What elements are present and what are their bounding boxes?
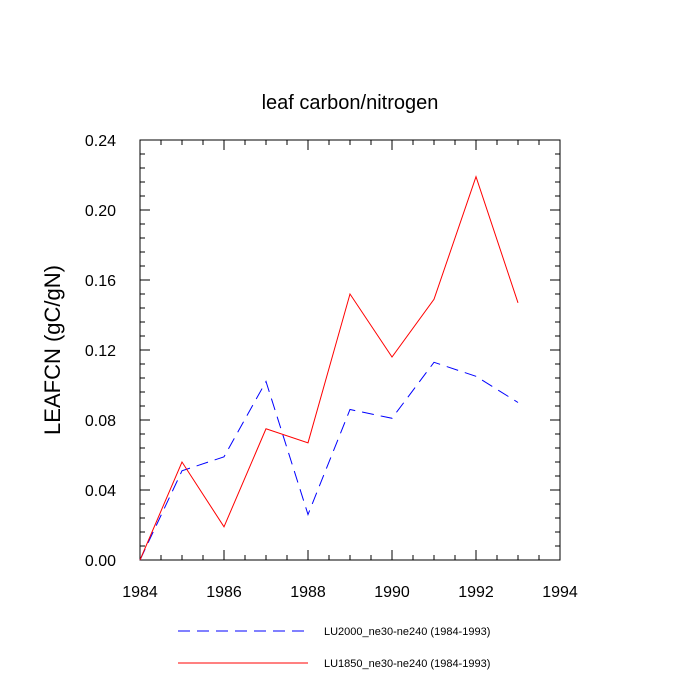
x-tick-label: 1990	[374, 584, 410, 601]
series-line-2	[139, 175, 519, 561]
major-ticks	[139, 139, 561, 561]
x-tick-label: 1986	[206, 584, 242, 601]
y-tick-label: 0.16	[85, 273, 116, 290]
minor-ticks	[139, 139, 561, 561]
legend: LU2000_ne30-ne240 (1984-1993) LU1850_ne30…	[178, 626, 490, 670]
y-tick-label: 0.20	[85, 203, 116, 220]
chart-title: leaf carbon/nitrogen	[262, 92, 439, 114]
y-axis-label: LEAFCN (gC/gN)	[40, 265, 65, 435]
plot-frame	[139, 139, 561, 561]
y-tick-label: 0.00	[85, 553, 116, 570]
x-tick-label: 1988	[290, 584, 326, 601]
series-line-1	[139, 361, 519, 561]
x-tick-label: 1994	[542, 584, 578, 601]
y-tick-label: 0.04	[85, 483, 116, 500]
legend-label-2: LU1850_ne30-ne240 (1984-1993)	[324, 658, 490, 670]
legend-label-1: LU2000_ne30-ne240 (1984-1993)	[324, 626, 490, 638]
y-tick-label: 0.24	[85, 133, 116, 150]
y-tick-label: 0.12	[85, 343, 116, 360]
y-tick-label: 0.08	[85, 413, 116, 430]
tick-labels: 1984 1986 1988 1990 1992 1994 0.00 0.04 0.08 0.12…	[85, 133, 578, 601]
x-tick-label: 1992	[458, 584, 494, 601]
series-lines	[139, 175, 519, 561]
x-tick-label: 1984	[122, 584, 158, 601]
